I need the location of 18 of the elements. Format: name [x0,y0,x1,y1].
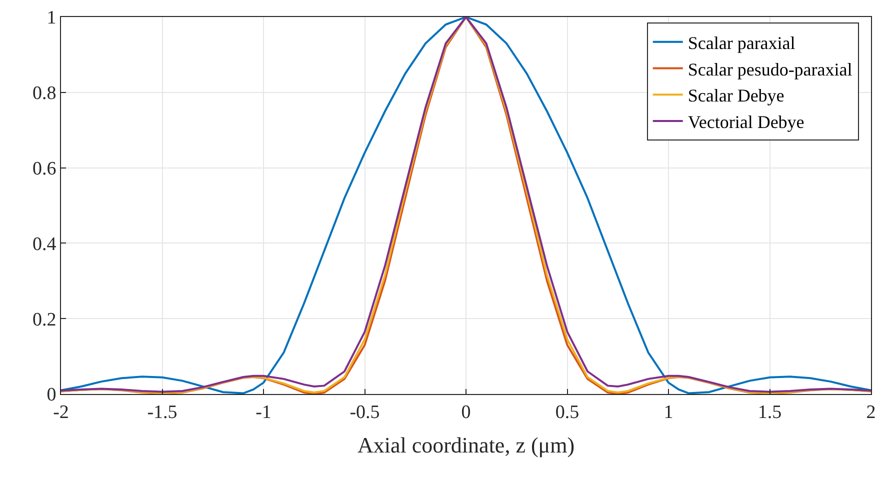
x-tick-label: -0.5 [350,402,380,423]
legend-label: Scalar paraxial [688,32,796,53]
x-tick-label: -1 [256,402,272,423]
legend-label: Vectorial Debye [688,112,804,132]
x-tick-label: -1.5 [147,402,178,423]
x-tick-label: 0.5 [555,402,580,423]
y-tick-label: 1 [46,8,56,29]
y-tick-label: 0.8 [32,83,56,104]
y-tick-label: 0.6 [32,158,56,180]
legend-label: Scalar pesudo-paraxial [688,59,852,80]
x-tick-label: 2 [866,402,876,423]
y-tick-label: 0.4 [32,234,57,255]
x-tick-label: 1 [664,402,674,423]
legend-label: Scalar Debye [688,86,784,106]
y-tick-label: 0.2 [32,309,56,330]
x-tick-label: 1.5 [758,402,782,423]
x-axis-title: Axial coordinate, z (μm) [357,432,575,458]
x-tick-label: 0 [461,402,471,423]
